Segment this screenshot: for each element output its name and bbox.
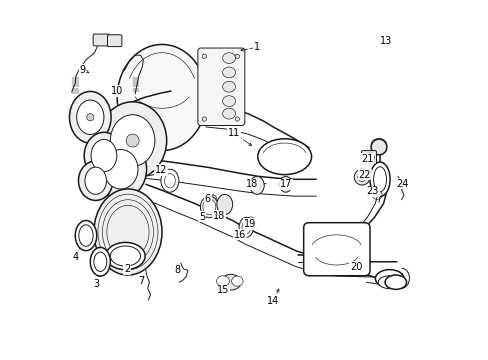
Ellipse shape	[369, 162, 389, 197]
Ellipse shape	[79, 225, 93, 246]
Circle shape	[86, 114, 94, 121]
Circle shape	[235, 117, 239, 121]
Ellipse shape	[363, 153, 373, 162]
Ellipse shape	[279, 176, 292, 192]
Ellipse shape	[257, 139, 311, 175]
Text: 24: 24	[395, 179, 407, 189]
Text: 21: 21	[360, 154, 372, 164]
Ellipse shape	[242, 221, 250, 234]
Ellipse shape	[231, 276, 243, 286]
Text: 1: 1	[253, 42, 260, 52]
Text: 10: 10	[111, 86, 123, 96]
Text: 8: 8	[174, 265, 180, 275]
Ellipse shape	[222, 96, 235, 107]
Text: 6: 6	[204, 194, 210, 204]
FancyBboxPatch shape	[198, 48, 244, 126]
Ellipse shape	[375, 270, 403, 288]
Ellipse shape	[203, 199, 215, 215]
Circle shape	[235, 54, 239, 58]
Ellipse shape	[94, 252, 106, 271]
Text: 2: 2	[123, 264, 130, 274]
Ellipse shape	[94, 189, 162, 275]
Circle shape	[126, 134, 139, 147]
Text: 18: 18	[245, 179, 257, 189]
FancyBboxPatch shape	[93, 34, 109, 46]
Text: 19: 19	[243, 219, 256, 229]
Ellipse shape	[357, 173, 366, 181]
Ellipse shape	[217, 194, 232, 215]
Ellipse shape	[105, 242, 145, 270]
Ellipse shape	[216, 276, 229, 287]
FancyBboxPatch shape	[303, 223, 369, 276]
Ellipse shape	[164, 174, 175, 188]
FancyBboxPatch shape	[361, 150, 376, 164]
Ellipse shape	[91, 139, 117, 172]
Ellipse shape	[85, 167, 106, 194]
Ellipse shape	[222, 108, 235, 119]
Text: 17: 17	[279, 179, 291, 189]
Text: 12: 12	[155, 165, 167, 175]
Text: 11: 11	[227, 128, 240, 138]
Ellipse shape	[222, 81, 235, 92]
Ellipse shape	[77, 100, 104, 134]
Ellipse shape	[75, 221, 97, 251]
Text: 20: 20	[349, 262, 362, 272]
Text: 5: 5	[199, 212, 205, 221]
Ellipse shape	[370, 139, 386, 155]
Ellipse shape	[90, 247, 110, 276]
Ellipse shape	[78, 161, 113, 201]
Ellipse shape	[99, 102, 166, 179]
Ellipse shape	[239, 217, 253, 237]
FancyBboxPatch shape	[107, 35, 122, 46]
Circle shape	[209, 195, 216, 202]
Text: 13: 13	[379, 36, 391, 46]
Ellipse shape	[222, 53, 235, 63]
Ellipse shape	[69, 91, 111, 143]
Ellipse shape	[384, 275, 406, 289]
Text: 7: 7	[138, 276, 144, 286]
Text: 14: 14	[266, 296, 279, 306]
Ellipse shape	[378, 276, 400, 289]
Ellipse shape	[373, 167, 386, 192]
Ellipse shape	[249, 176, 264, 194]
Text: 15: 15	[216, 285, 229, 296]
Ellipse shape	[200, 196, 218, 218]
Text: 3: 3	[94, 279, 100, 289]
Text: 9: 9	[79, 64, 85, 75]
Ellipse shape	[117, 44, 206, 150]
Ellipse shape	[103, 149, 138, 189]
Text: 22: 22	[358, 170, 370, 180]
Text: 23: 23	[366, 186, 378, 197]
Ellipse shape	[222, 67, 235, 78]
Ellipse shape	[110, 115, 155, 166]
Ellipse shape	[84, 132, 123, 179]
Text: 18: 18	[212, 211, 224, 221]
Text: 4: 4	[73, 252, 79, 262]
Circle shape	[202, 54, 206, 58]
Ellipse shape	[110, 246, 140, 266]
Ellipse shape	[161, 169, 179, 192]
Text: 16: 16	[234, 230, 246, 239]
Circle shape	[202, 117, 206, 121]
Ellipse shape	[95, 140, 146, 199]
Ellipse shape	[353, 169, 369, 185]
Ellipse shape	[221, 274, 241, 290]
